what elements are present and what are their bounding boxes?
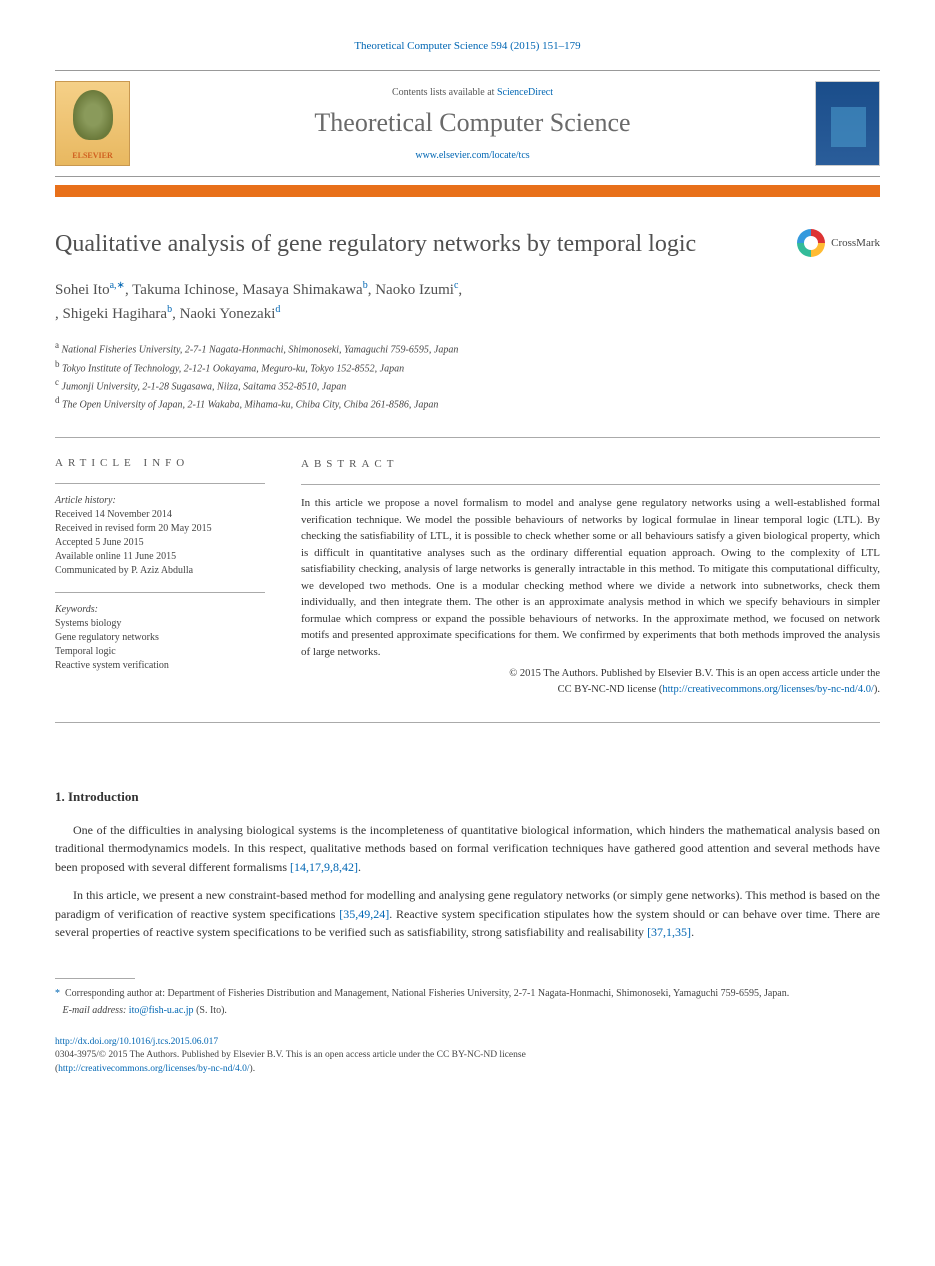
footnote-corresponding: * Corresponding author at: Department of… bbox=[55, 987, 880, 1001]
star-icon: * bbox=[55, 988, 60, 999]
bottom-identifiers: http://dx.doi.org/10.1016/j.tcs.2015.06.… bbox=[55, 1036, 880, 1076]
contents-prefix: Contents lists available at bbox=[392, 87, 497, 98]
keyword-2: Gene regulatory networks bbox=[55, 631, 265, 645]
section-1-heading: 1. Introduction bbox=[55, 789, 880, 805]
author-6: , Naoki Yonezaki bbox=[172, 306, 275, 322]
crossmark-label: CrossMark bbox=[831, 237, 880, 249]
keywords-label: Keywords: bbox=[55, 603, 265, 617]
author-6-aff: d bbox=[275, 304, 280, 315]
journal-header-center: Contents lists available at ScienceDirec… bbox=[130, 87, 815, 161]
copyright-line3: ). bbox=[874, 684, 880, 695]
affiliation-b-text: Tokyo Institute of Technology, 2-12-1 Oo… bbox=[62, 363, 404, 374]
title-row: Qualitative analysis of gene regulatory … bbox=[55, 229, 880, 260]
affiliation-c-text: Jumonji University, 2-1-28 Sugasawa, Nii… bbox=[62, 381, 347, 392]
author-4: , Naoko Izumi bbox=[368, 282, 454, 298]
p1-refs[interactable]: [14,17,9,8,42] bbox=[290, 860, 358, 874]
keywords-divider bbox=[55, 592, 265, 593]
author-1-aff: a, bbox=[110, 280, 117, 291]
article-title: Qualitative analysis of gene regulatory … bbox=[55, 229, 797, 260]
elsevier-logo[interactable]: ELSEVIER bbox=[55, 81, 130, 166]
authors-list: Sohei Itoa,∗, Takuma Ichinose, Masaya Sh… bbox=[55, 278, 880, 325]
article-info-column: article info Article history: Received 1… bbox=[55, 456, 265, 698]
p2-refs-1[interactable]: [35,49,24] bbox=[339, 907, 389, 921]
author-5: , Shigeki Hagihara bbox=[55, 306, 167, 322]
fn-email-link[interactable]: ito@fish-u.ac.jp bbox=[129, 1005, 194, 1016]
bottom-license-link[interactable]: http://creativecommons.org/licenses/by-n… bbox=[58, 1064, 249, 1074]
keyword-3: Temporal logic bbox=[55, 645, 265, 659]
history-revised: Received in revised form 20 May 2015 bbox=[55, 522, 265, 536]
info-heading: article info bbox=[55, 456, 265, 471]
history-accepted: Accepted 5 June 2015 bbox=[55, 536, 265, 550]
p1-text-b: . bbox=[358, 860, 361, 874]
author-5-pre: , bbox=[458, 282, 462, 298]
info-divider bbox=[55, 483, 265, 484]
affiliation-d-text: The Open University of Japan, 2-11 Wakab… bbox=[62, 400, 438, 411]
abstract-text: In this article we propose a novel forma… bbox=[301, 495, 880, 660]
paragraph-1: One of the difficulties in analysing bio… bbox=[55, 821, 880, 877]
footnote-separator bbox=[55, 978, 135, 979]
abstract-heading: abstract bbox=[301, 456, 880, 473]
keyword-1: Systems biology bbox=[55, 617, 265, 631]
copyright-line2: CC BY-NC-ND license ( bbox=[558, 684, 663, 695]
fn-corr-text: Department of Fisheries Distribution and… bbox=[165, 988, 789, 999]
crossmark-icon bbox=[797, 229, 825, 257]
affiliation-b: b Tokyo Institute of Technology, 2-12-1 … bbox=[55, 358, 880, 376]
fn-corr-label: Corresponding author at: bbox=[65, 988, 165, 999]
elsevier-tree-icon bbox=[73, 90, 113, 140]
doi-link[interactable]: http://dx.doi.org/10.1016/j.tcs.2015.06.… bbox=[55, 1037, 218, 1047]
issn-line: 0304-3975/© 2015 The Authors. Published … bbox=[55, 1050, 526, 1060]
crossmark-badge[interactable]: CrossMark bbox=[797, 229, 880, 257]
affiliation-a-text: National Fisheries University, 2-7-1 Nag… bbox=[62, 345, 459, 356]
abstract-column: abstract In this article we propose a no… bbox=[301, 456, 880, 698]
abstract-copyright: © 2015 The Authors. Published by Elsevie… bbox=[301, 666, 880, 698]
p2-refs-2[interactable]: [37,1,35] bbox=[647, 925, 691, 939]
journal-header-bar: ELSEVIER Contents lists available at Sci… bbox=[55, 70, 880, 177]
contents-available-line: Contents lists available at ScienceDirec… bbox=[130, 87, 815, 98]
abstract-divider bbox=[301, 484, 880, 485]
history-communicated: Communicated by P. Aziz Abdulla bbox=[55, 564, 265, 578]
history-online: Available online 11 June 2015 bbox=[55, 550, 265, 564]
sciencedirect-link[interactable]: ScienceDirect bbox=[497, 87, 553, 98]
corresponding-star-icon: ∗ bbox=[117, 280, 125, 291]
affiliation-a: a National Fisheries University, 2-7-1 N… bbox=[55, 339, 880, 357]
header-citation: Theoretical Computer Science 594 (2015) … bbox=[55, 40, 880, 52]
info-abstract-row: article info Article history: Received 1… bbox=[55, 438, 880, 722]
author-1: Sohei Ito bbox=[55, 282, 110, 298]
affiliation-d: d The Open University of Japan, 2-11 Wak… bbox=[55, 394, 880, 412]
fn-email-label: E-mail address: bbox=[63, 1005, 127, 1016]
history-received: Received 14 November 2014 bbox=[55, 508, 265, 522]
journal-cover-thumbnail[interactable] bbox=[815, 81, 880, 166]
elsevier-label: ELSEVIER bbox=[72, 151, 112, 160]
p1-text-a: One of the difficulties in analysing bio… bbox=[55, 823, 880, 874]
license-link[interactable]: http://creativecommons.org/licenses/by-n… bbox=[662, 684, 874, 695]
journal-url[interactable]: www.elsevier.com/locate/tcs bbox=[130, 150, 815, 161]
fn-email-who: (S. Ito). bbox=[194, 1005, 227, 1016]
affiliation-c: c Jumonji University, 2-1-28 Sugasawa, N… bbox=[55, 376, 880, 394]
journal-name: Theoretical Computer Science bbox=[130, 108, 815, 138]
accent-bar bbox=[55, 185, 880, 197]
keyword-4: Reactive system verification bbox=[55, 659, 265, 673]
paragraph-2: In this article, we present a new constr… bbox=[55, 886, 880, 942]
footnote-email: E-mail address: ito@fish-u.ac.jp (S. Ito… bbox=[55, 1004, 880, 1018]
affiliations: a National Fisheries University, 2-7-1 N… bbox=[55, 339, 880, 412]
keywords-block: Keywords: Systems biology Gene regulator… bbox=[55, 603, 265, 673]
history-label: Article history: bbox=[55, 494, 265, 508]
author-2-3: , Takuma Ichinose, Masaya Shimakawa bbox=[125, 282, 363, 298]
article-history: Article history: Received 14 November 20… bbox=[55, 494, 265, 578]
copyright-line1: © 2015 The Authors. Published by Elsevie… bbox=[509, 668, 880, 679]
p2-text-c: . bbox=[691, 925, 694, 939]
